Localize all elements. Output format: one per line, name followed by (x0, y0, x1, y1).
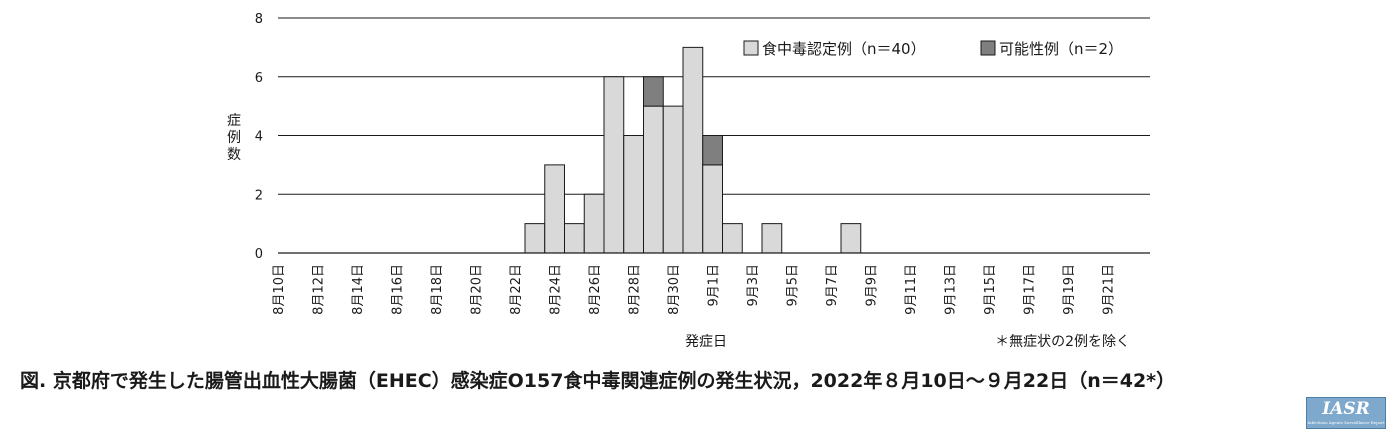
bar-confirmed-16 (583, 193, 605, 254)
x-axis-label: 発症日 (685, 334, 727, 350)
bars (524, 46, 862, 254)
epidemic-curve-chart: 0 2 4 6 8 8月10日 8月12日 8月14日 8月16日 8月18日 8月20日 8月22… (227, 12, 1150, 350)
y-tick-label-6: 6 (255, 71, 263, 86)
legend-swatch-confirmed (743, 40, 759, 56)
y-tick-label-8: 8 (255, 12, 263, 27)
x-tick-label-28: 9月7日 (825, 264, 840, 307)
x-tick-label-16: 8月26日 (588, 264, 603, 315)
x-tick-label-24: 9月3日 (746, 264, 761, 307)
x-tick-label-30: 9月9日 (865, 264, 880, 307)
x-tick-label-6: 8月16日 (391, 264, 406, 315)
y-tick-label-2: 2 (255, 188, 263, 203)
y-axis-label-char: 症 (227, 113, 241, 129)
bar-confirmed-14 (544, 164, 565, 254)
x-tick-label-26: 9月5日 (786, 264, 801, 307)
x-tick-label-32: 9月11日 (904, 264, 919, 315)
x-tick-label-0: 8月10日 (272, 264, 287, 315)
x-tick-label-12: 8月22日 (509, 264, 524, 315)
bar-confirmed-15 (564, 223, 585, 254)
x-tick-label-20: 8月30日 (667, 264, 682, 315)
bar-probable-19 (643, 76, 664, 107)
bar-confirmed-21 (682, 46, 704, 254)
bar-confirmed-25 (761, 223, 783, 254)
bar-probable-22 (702, 135, 723, 166)
logo-text: IASR (1322, 399, 1370, 419)
legend-swatch-probable (980, 40, 996, 56)
x-tick-label-38: 9月17日 (1023, 264, 1038, 315)
bar-confirmed-18 (623, 135, 644, 254)
y-tick-label-4: 4 (255, 130, 263, 145)
footnote: ＊無症状の2例を除く (995, 334, 1130, 350)
x-tick-label-4: 8月14日 (351, 264, 366, 315)
bar-confirmed-13 (524, 223, 546, 254)
x-tick-label-42: 9月21日 (1102, 264, 1117, 315)
bar-confirmed-17 (603, 76, 625, 254)
x-tick-label-34: 9月13日 (944, 264, 959, 315)
legend: 食中毒認定例（n＝40） 可能性例（n＝2） (743, 40, 1123, 58)
x-tick-label-36: 9月15日 (983, 264, 998, 315)
legend-label-confirmed: 食中毒認定例（n＝40） (762, 40, 926, 58)
y-axis-label: 症例数 (227, 113, 241, 163)
logo-subtext: Infectious Agents Surveillance Report (1307, 420, 1385, 425)
figure-caption: 図. 京都府で発生した腸管出血性大腸菌（EHEC）感染症O157食中毒関連症例の… (20, 370, 1176, 392)
x-tick-label-10: 8月20日 (470, 264, 485, 315)
bar-confirmed-20 (662, 105, 684, 254)
x-tick-label-8: 8月18日 (430, 264, 445, 315)
x-tick-label-40: 9月19日 (1062, 264, 1077, 315)
x-tick-label-18: 8月28日 (628, 264, 643, 315)
x-tick-label-2: 8月12日 (312, 264, 327, 315)
y-tick-labels: 0 2 4 6 8 (255, 12, 263, 262)
x-tick-label-22: 9月1日 (707, 264, 722, 307)
y-axis-label-char: 例 (227, 130, 241, 146)
bar-confirmed-29 (840, 223, 862, 254)
y-tick-label-0: 0 (255, 247, 263, 262)
bar-confirmed-22 (702, 164, 723, 254)
x-tick-label-14: 8月24日 (549, 264, 564, 315)
iasr-logo: IASR Infectious Agents Surveillance Repo… (1306, 397, 1386, 429)
bar-confirmed-23 (722, 223, 743, 254)
legend-label-probable: 可能性例（n＝2） (999, 40, 1123, 58)
y-axis-label-char: 数 (227, 147, 241, 163)
x-tick-labels: 8月10日 8月12日 8月14日 8月16日 8月18日 8月20日 8月22日 8月24日… (272, 264, 1117, 315)
bar-confirmed-19 (643, 105, 664, 254)
svg-text:症例数: 症例数 (227, 113, 241, 163)
